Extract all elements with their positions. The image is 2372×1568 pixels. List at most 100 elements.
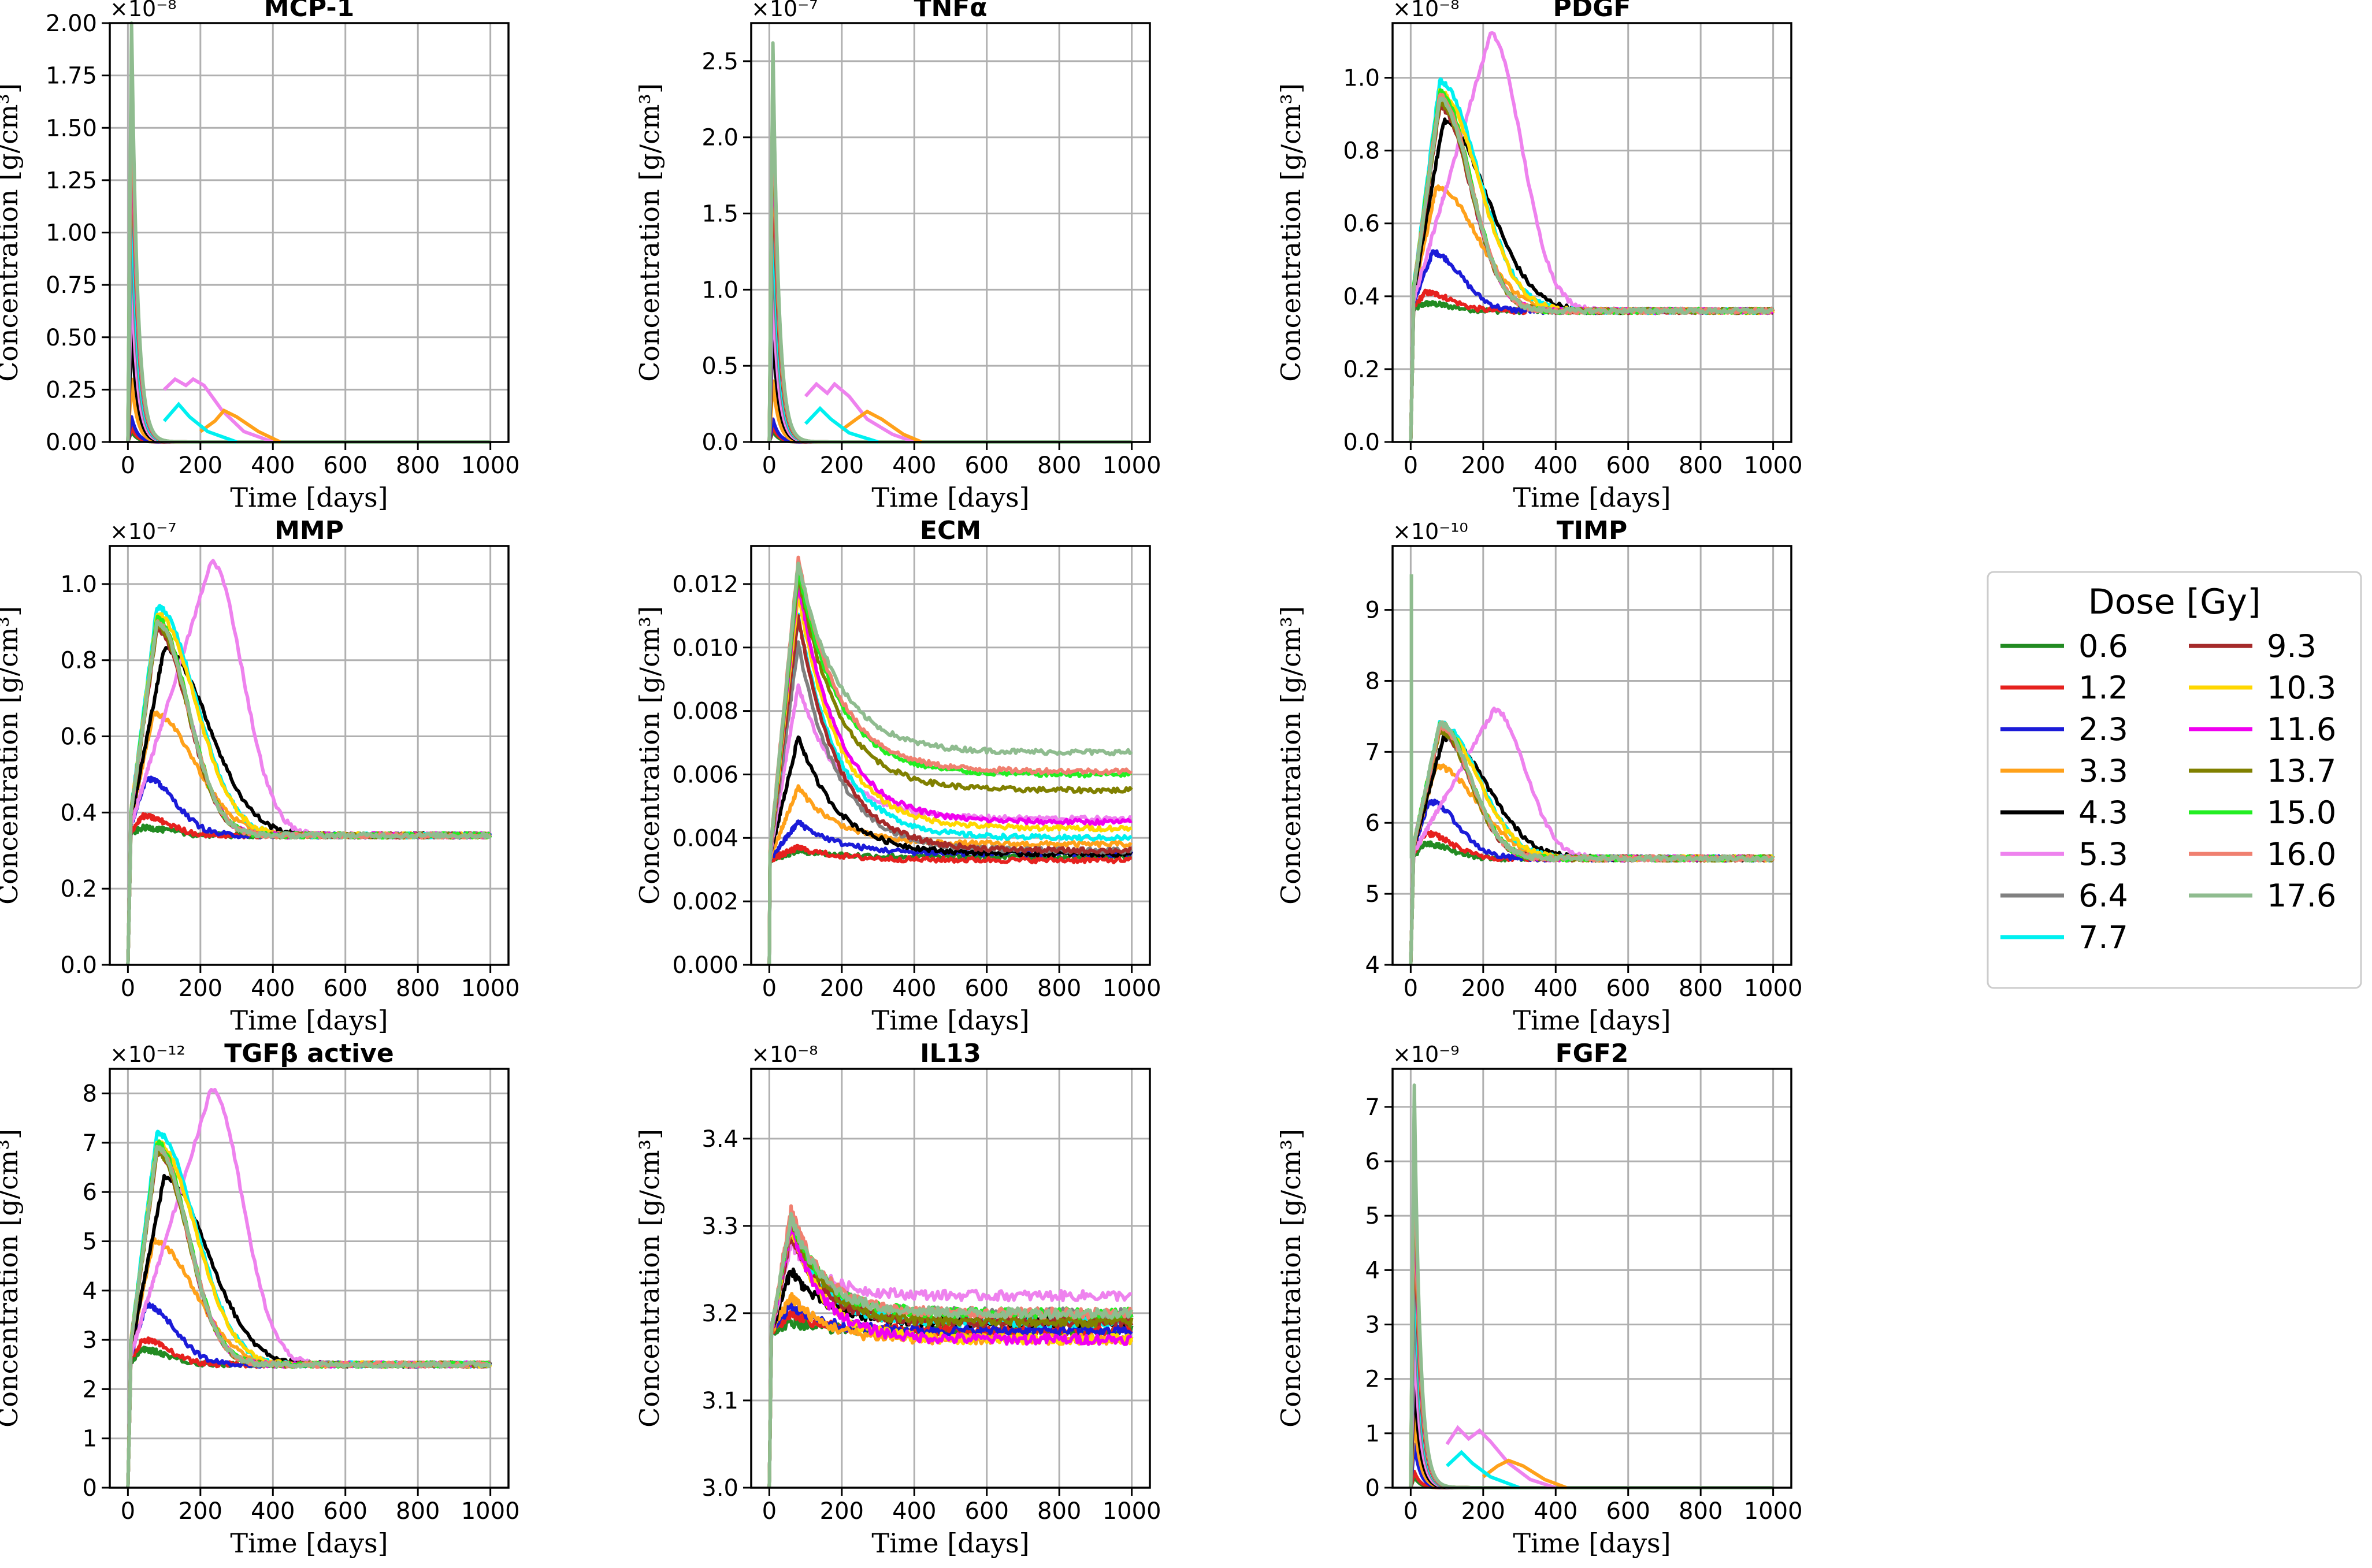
x-tick-label: 200 bbox=[179, 975, 222, 1002]
axes-frame-ecm bbox=[750, 545, 1151, 966]
series-line-5-3-secondary bbox=[1445, 1425, 1557, 1489]
y-tick-label: 3.0 bbox=[701, 1475, 738, 1502]
x-axis-label: Time [days] bbox=[871, 1528, 1029, 1559]
y-tick-label: 0.0 bbox=[701, 429, 738, 456]
x-tick-label: 800 bbox=[1679, 452, 1723, 479]
panel-pdgf: 0 200 400 600 800 1000 0.0 0.2 0.4 0.6 0.8 1.0 PDGF ×… bbox=[1275, 0, 1803, 513]
panels: 0 200 400 600 800 10000.000.250.500.751.001.2… bbox=[0, 0, 1803, 1559]
y-tick-label: 6 bbox=[83, 1179, 97, 1206]
x-tick-label: 0 bbox=[1404, 975, 1418, 1002]
x-tick-label: 400 bbox=[251, 452, 295, 479]
x-tick-label: 400 bbox=[251, 975, 295, 1002]
chart-title-tnf: TNFα bbox=[914, 0, 987, 23]
x-tick-label: 400 bbox=[1534, 452, 1577, 479]
x-axis-label: Time [days] bbox=[1513, 1528, 1671, 1559]
axes-frame-tgf-active bbox=[109, 1068, 510, 1489]
x-axis-label: Time [days] bbox=[871, 482, 1029, 513]
legend-title: Dose [Gy] bbox=[2088, 582, 2261, 622]
axis-multiplier: ×10⁻⁸ bbox=[1393, 0, 1459, 21]
series-line-17-6 bbox=[1409, 96, 1774, 443]
x-tick-label: 200 bbox=[179, 1498, 222, 1525]
y-tick-label: 0.0 bbox=[60, 952, 97, 979]
series-lines-tgf-active bbox=[126, 1088, 492, 1488]
series-line-17-6 bbox=[126, 620, 492, 965]
legend-label: 3.3 bbox=[2078, 753, 2128, 789]
x-axis-label: Time [days] bbox=[1513, 1005, 1671, 1036]
series-lines-mmp bbox=[126, 559, 492, 965]
x-tick-label: 400 bbox=[251, 1498, 295, 1525]
x-tick-label: 600 bbox=[965, 452, 1009, 479]
panel-ecm: 0 200 400 600 800 1000 0.000 0.002 0.004 0.006 0.0… bbox=[634, 516, 1161, 1036]
x-tick-label: 1000 bbox=[461, 452, 520, 479]
legend-label: 0.6 bbox=[2078, 628, 2128, 664]
y-axis-label: Concentration [g/cm³] bbox=[634, 83, 665, 382]
series-line-7-7-secondary bbox=[162, 402, 237, 444]
x-axis-label: Time [days] bbox=[871, 1005, 1029, 1036]
y-tick-label: 1.5 bbox=[701, 201, 738, 228]
series-line-3-3-secondary bbox=[841, 409, 922, 444]
x-tick-label: 800 bbox=[1679, 975, 1723, 1002]
y-tick-label: 4 bbox=[83, 1278, 97, 1305]
chart-title-tgf-active: TGFβ active bbox=[224, 1039, 394, 1068]
legend-label: 17.6 bbox=[2267, 878, 2336, 914]
y-axis-label: Concentration [g/cm³] bbox=[0, 1129, 24, 1428]
y-tick-label: 0.75 bbox=[46, 272, 97, 299]
axes-frame-timp bbox=[1391, 545, 1792, 966]
x-tick-label: 600 bbox=[1606, 975, 1650, 1002]
legend-frame bbox=[1987, 571, 2362, 989]
y-tick-label: 0.4 bbox=[1343, 284, 1380, 310]
legend-entry-10-3: 10.3 bbox=[2189, 670, 2336, 706]
legend-entry-3-3: 3.3 bbox=[2000, 753, 2128, 789]
x-tick-label: 1000 bbox=[1103, 975, 1161, 1002]
x-tick-label: 600 bbox=[965, 975, 1009, 1002]
y-tick-label: 6 bbox=[1365, 1149, 1380, 1175]
chart-title-mcp-1: MCP-1 bbox=[264, 0, 354, 23]
axes-frame-il13 bbox=[750, 1068, 1151, 1489]
legend-entry-5-3: 5.3 bbox=[2000, 836, 2128, 872]
y-axis-label: Concentration [g/cm³] bbox=[0, 606, 24, 905]
legend-entry-7-7: 7.7 bbox=[2000, 919, 2128, 956]
grid-fgf2 bbox=[1393, 1069, 1791, 1489]
y-tick-label: 0.004 bbox=[672, 825, 738, 852]
y-tick-label: 9 bbox=[1365, 597, 1380, 624]
y-tick-label: 7 bbox=[83, 1130, 97, 1157]
y-tick-label: 1.50 bbox=[46, 115, 97, 142]
x-tick-label: 200 bbox=[1461, 1498, 1505, 1525]
y-tick-label: 1 bbox=[1365, 1421, 1380, 1447]
x-tick-label: 400 bbox=[892, 452, 936, 479]
panel-mcp-1: 0 200 400 600 800 1000 0.00 0.25 0.50 0.75 1.00 1.2… bbox=[0, 0, 520, 513]
x-tick-label: 200 bbox=[179, 452, 222, 479]
y-tick-label: 0.5 bbox=[701, 353, 738, 380]
y-tick-label: 1.0 bbox=[701, 277, 738, 303]
series-lines-il13 bbox=[767, 1204, 1134, 1488]
legend-label: 6.4 bbox=[2078, 878, 2128, 914]
y-tick-label: 0.010 bbox=[672, 635, 738, 662]
series-line-17-6 bbox=[1409, 720, 1775, 965]
x-tick-label: 400 bbox=[892, 1498, 936, 1525]
axis-multiplier: ×10⁻⁸ bbox=[751, 1042, 818, 1067]
legend-label: 13.7 bbox=[2267, 753, 2336, 789]
y-axis-label: Concentration [g/cm³] bbox=[0, 83, 24, 382]
x-tick-label: 600 bbox=[1606, 452, 1650, 479]
legend-entry-1-2: 1.2 bbox=[2000, 670, 2128, 706]
y-tick-label: 0.2 bbox=[60, 876, 97, 902]
x-tick-label: 200 bbox=[820, 975, 864, 1002]
y-tick-label: 5 bbox=[1365, 1203, 1380, 1229]
x-tick-label: 0 bbox=[762, 452, 777, 479]
axis-multiplier: ×10⁻⁸ bbox=[110, 0, 176, 21]
panel-mmp: 0 200 400 600 800 1000 0.0 0.2 0.4 0.6 0.8 1.0 MMP ×1… bbox=[0, 516, 520, 1036]
chart-title-timp: TIMP bbox=[1557, 516, 1627, 545]
legend-entry-4-3: 4.3 bbox=[2000, 794, 2128, 831]
y-tick-label: 3.1 bbox=[701, 1388, 738, 1414]
x-tick-label: 1000 bbox=[461, 975, 520, 1002]
series-line-11-6 bbox=[767, 1224, 1133, 1488]
y-tick-label: 1.75 bbox=[46, 63, 97, 90]
x-tick-label: 600 bbox=[965, 1498, 1009, 1525]
x-tick-label: 200 bbox=[1461, 452, 1505, 479]
x-tick-label: 800 bbox=[1037, 1498, 1081, 1525]
x-tick-label: 0 bbox=[762, 1498, 777, 1525]
y-tick-label: 3.4 bbox=[701, 1126, 738, 1153]
legend-entry-16-0: 16.0 bbox=[2189, 836, 2336, 872]
x-tick-label: 400 bbox=[892, 975, 936, 1002]
legend-entry-0-6: 0.6 bbox=[2000, 628, 2128, 664]
